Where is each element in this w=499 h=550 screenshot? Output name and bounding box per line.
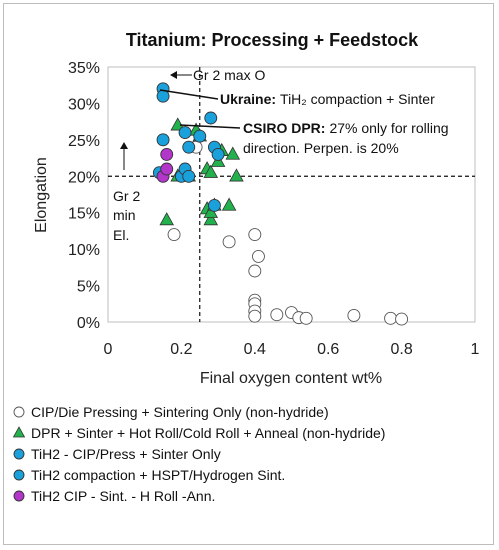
x-tick-label: 1 <box>471 341 480 358</box>
data-point-series-5 <box>160 147 174 161</box>
y-axis-ticks: 0% 5% 10% 15% 20% 25% 30% 35% <box>68 60 100 332</box>
data-point-series-2 <box>229 168 244 182</box>
data-point-series-1 <box>248 309 262 323</box>
data-point-series-1 <box>222 235 236 249</box>
x-tick-label: 0 <box>104 341 113 358</box>
chart-title: Titanium: Processing + Feedstock <box>126 30 419 50</box>
ukraine-leader <box>159 89 219 100</box>
data-point-series-3 <box>178 126 192 140</box>
data-point-series-2 <box>203 212 219 226</box>
data-point-series-2 <box>203 164 219 178</box>
data-point-series-1 <box>252 249 265 263</box>
csiro-bold: CSIRO DPR: <box>243 120 325 136</box>
y-tick-label: 20% <box>68 169 100 186</box>
data-point-series-3 <box>182 140 196 154</box>
gr2-max-o-label: Gr 2 max O <box>193 67 265 83</box>
legend-marker-3 <box>13 448 25 460</box>
csiro-text: 27% only for rolling <box>329 120 448 136</box>
data-point-series-3 <box>207 198 221 212</box>
data-point-series-2 <box>221 197 237 211</box>
gr2-min-el-line3: El. <box>113 227 129 243</box>
y-tick-label: 5% <box>77 279 100 296</box>
ukraine-label: Ukraine: TiH₂ compaction + Sinter <box>220 91 435 107</box>
x-tick-label: 0.4 <box>244 341 266 358</box>
y-tick-label: 15% <box>68 206 100 223</box>
data-point-series-1 <box>299 311 313 325</box>
data-point-series-3 <box>156 133 170 147</box>
csiro-label-line2: direction. Perpen. is 20% <box>243 140 399 156</box>
data-point-series-3 <box>193 129 207 143</box>
gr2-min-el-line1: Gr 2 <box>113 188 140 204</box>
data-point-series-1 <box>270 308 284 322</box>
ukraine-text: TiH₂ compaction + Sinter <box>280 91 435 107</box>
x-axis-label: Final oxygen content wt% <box>200 370 382 387</box>
data-point-series-2 <box>225 146 241 160</box>
legend: CIP/Die Pressing + Sintering Only (non-h… <box>12 404 385 504</box>
data-point-series-5 <box>160 162 174 176</box>
x-tick-label: 0.2 <box>170 341 192 358</box>
data-point-series-4 <box>156 89 170 103</box>
data-point-series-1 <box>384 311 398 325</box>
y-tick-label: 30% <box>68 96 100 113</box>
y-tick-label: 25% <box>68 133 100 150</box>
x-tick-label: 0.6 <box>317 341 339 358</box>
data-point-series-3 <box>211 147 225 161</box>
y-tick-label: 0% <box>77 315 100 332</box>
data-point-series-1 <box>248 264 262 278</box>
reference-lines <box>108 67 475 322</box>
data-point-series-3 <box>182 169 196 183</box>
legend-label-5: TiH2 CIP - Sint. - H Roll -Ann. <box>31 488 215 504</box>
y-tick-label: 35% <box>68 60 100 77</box>
data-point-series-1 <box>347 308 361 322</box>
data-points <box>152 82 409 326</box>
ukraine-bold: Ukraine: <box>220 91 276 107</box>
legend-marker-1 <box>13 406 25 418</box>
plot-area <box>107 66 476 323</box>
gr2-max-o-arrowhead <box>170 71 177 79</box>
chart-frame <box>3 3 494 545</box>
annotations: Gr 2 max O Ukraine: TiH₂ compaction + Sin… <box>113 67 449 243</box>
y-axis-label: Elongation <box>33 157 50 233</box>
legend-label-3: TiH2 - CIP/Press + Sinter Only <box>31 446 221 462</box>
data-point-series-1 <box>167 228 181 242</box>
data-point-series-2 <box>170 117 186 131</box>
legend-marker-5 <box>13 490 25 502</box>
csiro-label: CSIRO DPR: 27% only for rolling <box>243 120 449 136</box>
x-axis-ticks: 0 0.2 0.4 0.6 0.8 1 <box>104 341 480 358</box>
x-tick-label: 0.8 <box>390 341 412 358</box>
gr2-min-el-arrowhead <box>120 142 128 149</box>
data-point-series-1 <box>248 228 262 242</box>
gr2-min-el-line2: min <box>113 207 136 223</box>
data-point-series-1 <box>395 312 409 326</box>
legend-marker-2 <box>12 426 26 438</box>
y-tick-label: 10% <box>68 242 100 259</box>
legend-label-2: DPR + Sinter + Hot Roll/Cold Roll + Anne… <box>31 425 385 441</box>
legend-label-4: TiH2 compaction + HSPT/Hydrogen Sint. <box>31 467 285 483</box>
csiro-leader <box>179 124 241 129</box>
data-point-series-2 <box>159 212 175 226</box>
data-point-series-4 <box>204 111 218 125</box>
legend-marker-4 <box>13 469 25 481</box>
legend-label-1: CIP/Die Pressing + Sintering Only (non-h… <box>31 404 329 420</box>
